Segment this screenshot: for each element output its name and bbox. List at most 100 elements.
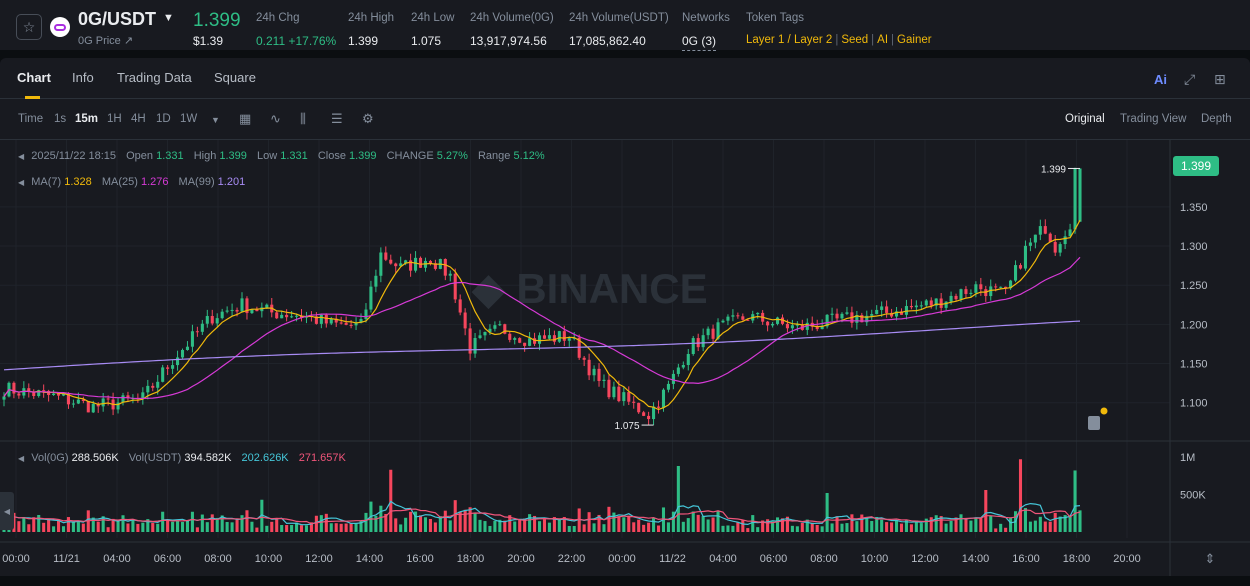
indicators-icon[interactable]: ∿ xyxy=(270,111,281,126)
candle-body xyxy=(488,328,492,332)
candle-body xyxy=(518,338,522,343)
ai-assistant-button[interactable]: Ai xyxy=(1154,72,1167,87)
token-tag[interactable]: Seed xyxy=(841,34,869,46)
candle-body xyxy=(448,273,452,276)
candle-body xyxy=(557,331,561,342)
candle-body xyxy=(126,395,130,399)
timeframe-15m[interactable]: 15m xyxy=(75,113,99,125)
timeframe-time[interactable]: Time xyxy=(18,113,44,125)
view-trading-view[interactable]: Trading View xyxy=(1120,113,1187,125)
candle-body xyxy=(498,324,502,326)
candle-body xyxy=(1014,265,1018,281)
layout-grid-icon[interactable]: ⊞ xyxy=(1214,71,1226,87)
low-marker-label: 1.075 xyxy=(615,421,640,432)
volume-bar xyxy=(929,517,933,532)
vol-ma1-value: 202.626K xyxy=(241,452,289,464)
volume-bar xyxy=(493,520,497,532)
gear-icon[interactable]: ⚙ xyxy=(362,111,374,126)
timeframe-1d[interactable]: 1D xyxy=(156,113,171,125)
timeframe-4h[interactable]: 4H xyxy=(131,113,146,125)
candle-body xyxy=(582,357,586,360)
candle-body xyxy=(399,263,403,267)
candle-body xyxy=(656,406,661,408)
time-axis-label: 08:00 xyxy=(204,553,232,565)
volume-bar xyxy=(478,519,482,532)
volume-bar xyxy=(146,519,150,532)
volume-bar xyxy=(210,514,214,532)
volume-axis-label: 1M xyxy=(1180,452,1195,464)
volume-bar xyxy=(32,517,36,532)
legend-high-label: High xyxy=(193,150,217,162)
volume-axis-label: 500K xyxy=(1180,490,1206,502)
volume-bar xyxy=(830,523,834,532)
time-axis-label: 08:00 xyxy=(810,553,838,565)
candle-body xyxy=(671,373,675,384)
pair-dropdown-icon[interactable]: ▼ xyxy=(163,12,174,24)
token-tag[interactable]: AI xyxy=(877,34,889,46)
volume-bar xyxy=(205,522,209,532)
legend-collapse-icon[interactable]: ◀ xyxy=(18,152,25,161)
networks-selector[interactable]: 0G (3) xyxy=(682,34,717,51)
candle-body xyxy=(790,325,794,329)
volume-bar xyxy=(66,517,70,532)
view-original[interactable]: Original xyxy=(1065,113,1105,125)
candle-body xyxy=(622,392,626,402)
tab-chart[interactable]: Chart xyxy=(17,70,51,85)
sidebar-drag-handle[interactable]: ◀ xyxy=(0,492,14,530)
volume-bar xyxy=(364,512,368,532)
volume-bar xyxy=(815,525,819,532)
volume-bar xyxy=(235,520,239,532)
candle-body xyxy=(1038,226,1042,235)
candle-type-icon[interactable]: ⫼ xyxy=(300,111,306,126)
volume-bar xyxy=(924,518,928,532)
auto-scale-icon: ⇕ xyxy=(1205,551,1216,566)
candle-body xyxy=(771,323,775,326)
chart-settings-icon[interactable]: ☰ xyxy=(331,111,343,126)
pair-name[interactable]: 0G/USDT xyxy=(78,9,157,29)
candle-body xyxy=(602,379,606,382)
candle-body xyxy=(934,298,938,306)
tab-square[interactable]: Square xyxy=(214,70,256,85)
candle-body xyxy=(964,289,968,294)
view-depth[interactable]: Depth xyxy=(1201,113,1232,125)
volume-bar xyxy=(656,525,661,532)
timeframe-1h[interactable]: 1H xyxy=(107,113,122,125)
volume-bar xyxy=(587,512,591,532)
tab-trading-data[interactable]: Trading Data xyxy=(117,70,192,85)
volume-bar xyxy=(513,521,517,532)
calendar-icon[interactable]: ▦ xyxy=(239,111,252,126)
chart-area[interactable]: ◆ BINANCE 1.350 1.300 1.250 1.200 1.150 1.100… xyxy=(0,140,1250,576)
volume-bar xyxy=(994,528,998,532)
token-tag[interactable]: Gainer xyxy=(897,34,932,46)
candle-body xyxy=(1063,236,1067,245)
more-timeframes-chevron-down-icon[interactable]: ▼ xyxy=(211,115,220,125)
tab-info[interactable]: Info xyxy=(72,70,94,85)
volume-bar xyxy=(349,523,353,532)
volume-bar xyxy=(17,521,21,532)
volume-bar xyxy=(106,527,110,532)
favorite-star-icon[interactable]: ☆ xyxy=(16,14,42,40)
candle-body xyxy=(637,402,641,413)
token-tags-label: Token Tags xyxy=(746,12,804,24)
volume-bar xyxy=(751,515,755,532)
candle-body xyxy=(166,367,170,369)
candle-body xyxy=(433,263,437,269)
fullscreen-icon[interactable]: ⤢ xyxy=(1184,71,1196,87)
volume-bar xyxy=(890,522,894,532)
coin-price-link[interactable]: 0G Price ↗ xyxy=(78,35,134,47)
volume-legend-collapse-icon[interactable]: ◀ xyxy=(18,454,25,463)
timeframe-1s[interactable]: 1s xyxy=(54,113,67,125)
candle-body xyxy=(999,286,1003,288)
candle-body xyxy=(364,309,368,320)
candle-body xyxy=(404,260,408,264)
timeframe-1w[interactable]: 1W xyxy=(180,113,198,125)
candle-body xyxy=(547,335,551,339)
ma-legend-collapse-icon[interactable]: ◀ xyxy=(18,178,25,187)
token-tag[interactable]: Layer 1 / Layer 2 xyxy=(746,34,833,46)
candle-body xyxy=(66,394,70,405)
volume-bar xyxy=(339,523,343,532)
legend-change-label: CHANGE xyxy=(386,150,434,162)
price-chart[interactable]: ◆ BINANCE 1.350 1.300 1.250 1.200 1.150 1.100… xyxy=(0,140,1250,576)
volume-ma1-line xyxy=(3,500,1081,526)
candle-body xyxy=(1009,280,1013,289)
